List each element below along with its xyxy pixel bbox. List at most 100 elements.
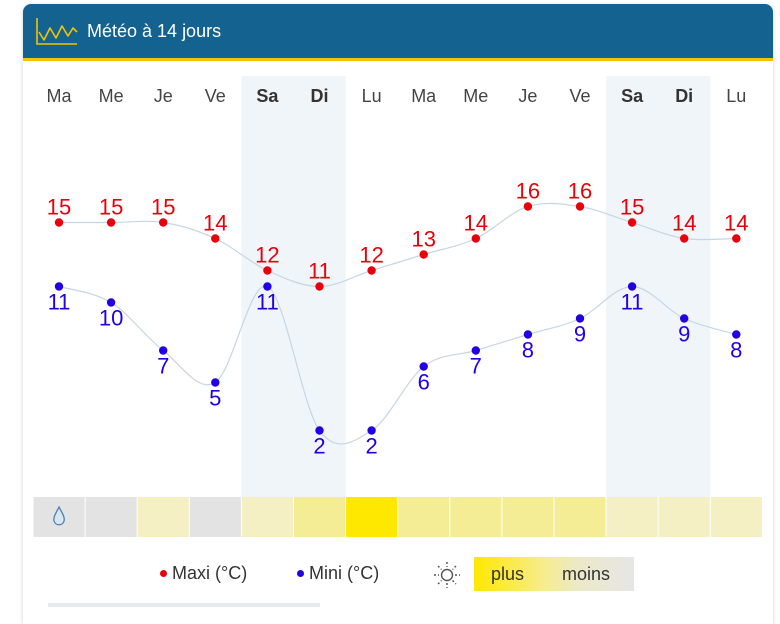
mini-point <box>263 282 272 291</box>
maxi-value-label: 16 <box>516 179 540 204</box>
maxi-value-label: 15 <box>151 195 175 220</box>
maxi-value-label: 15 <box>620 195 644 220</box>
legend-maxi: Maxi (°C) <box>160 563 247 584</box>
day-label: Di <box>675 86 693 106</box>
day-label: Ve <box>569 86 590 106</box>
mini-value-label: 9 <box>678 322 690 347</box>
chart-line-icon <box>36 18 78 45</box>
sunshine-cell <box>85 497 137 537</box>
mini-value-label: 11 <box>256 290 279 315</box>
day-label: Je <box>154 86 173 106</box>
legend: Maxi (°C) Mini (°C) <box>0 556 780 596</box>
sunshine-cell <box>606 497 658 537</box>
mini-dot <box>297 570 304 577</box>
sunshine-cell <box>710 497 762 537</box>
maxi-curve <box>59 202 737 288</box>
maxi-dot <box>160 570 167 577</box>
maxi-value-label: 14 <box>672 211 696 236</box>
day-label: Lu <box>726 86 746 106</box>
maxi-value-label: 15 <box>99 195 123 220</box>
mini-value-label: 7 <box>470 354 482 379</box>
maxi-point <box>680 234 689 243</box>
mini-point <box>732 330 741 339</box>
maxi-point <box>471 234 480 243</box>
sunshine-scale: plus moins <box>474 557 634 591</box>
day-labels: Ma Me Je Ve Sa Di Lu Ma Me Je Ve Sa Di Lu <box>46 86 746 106</box>
sunshine-cell <box>241 497 293 537</box>
maxi-value-label: 15 <box>47 195 71 220</box>
mini-value-label: 11 <box>621 290 644 315</box>
mini-value-label: 2 <box>365 434 377 459</box>
page-title: Météo à 14 jours <box>87 20 222 41</box>
mini-point <box>419 362 428 371</box>
maxi-point <box>575 202 585 211</box>
day-label: Sa <box>621 86 644 106</box>
day-label: Sa <box>256 86 279 106</box>
mini-value-label: 9 <box>574 322 586 347</box>
maxi-point <box>211 234 220 243</box>
scale-plus-label: plus <box>491 564 525 584</box>
mini-point <box>159 346 168 355</box>
mini-point <box>106 298 116 307</box>
day-label: Ma <box>411 86 437 106</box>
mini-point <box>627 282 637 291</box>
maxi-point <box>367 266 376 275</box>
maxi-point <box>732 234 741 243</box>
sunshine-cell <box>658 497 710 537</box>
sunshine-cell <box>189 497 241 537</box>
mini-point <box>471 346 480 355</box>
mini-value-label: 6 <box>418 370 430 395</box>
day-label: Lu <box>362 86 382 106</box>
maxi-value-label: 11 <box>308 259 331 284</box>
sunshine-cell <box>398 497 450 537</box>
mini-value-label: 5 <box>209 386 221 411</box>
sunshine-cell <box>450 497 502 537</box>
points <box>54 202 741 435</box>
sunshine-cell <box>502 497 554 537</box>
drop-icon <box>53 505 65 526</box>
day-label: Me <box>463 86 488 106</box>
mini-point <box>680 314 689 323</box>
header-bar: Météo à 14 jours <box>23 4 773 61</box>
sun-icon <box>434 562 460 588</box>
mini-point <box>315 426 324 435</box>
day-label: Di <box>311 86 329 106</box>
sunshine-cell <box>346 497 398 537</box>
maxi-value-label: 16 <box>568 179 592 204</box>
maxi-point <box>523 202 533 211</box>
mini-point <box>575 314 585 323</box>
mini-value-label: 8 <box>522 338 534 363</box>
maxi-value-label: 12 <box>255 243 279 268</box>
mini-value-label: 2 <box>313 434 325 459</box>
mini-value-label: 8 <box>730 338 742 363</box>
weekend-band <box>658 76 711 497</box>
value-labels: 15 15 15 14 12 11 12 13 14 16 16 15 14 14 11 10 7 5 11 2 2 6 7… <box>47 179 749 459</box>
maxi-point <box>419 250 428 259</box>
temperature-chart: Ma Me Je Ve Sa Di Lu Ma Me Je Ve Sa Di Lu 15 15 1514121… <box>33 76 762 537</box>
mini-point <box>367 426 376 435</box>
mini-value-label: 7 <box>157 354 169 379</box>
legend-maxi-label: Maxi (°C) <box>172 563 248 583</box>
maxi-point <box>627 218 637 227</box>
scale-moins-label: moins <box>562 564 611 584</box>
day-label: Ve <box>205 86 226 106</box>
maxi-point <box>159 218 168 227</box>
maxi-point <box>315 282 324 291</box>
maxi-value-label: 14 <box>464 211 488 236</box>
mini-point <box>211 378 220 387</box>
maxi-point <box>54 218 64 227</box>
sunshine-cell <box>137 497 189 537</box>
sunshine-cell <box>294 497 346 537</box>
sunshine-row <box>33 497 762 537</box>
maxi-point <box>106 218 116 227</box>
maxi-value-label: 13 <box>411 227 435 252</box>
maxi-value-label: 12 <box>359 243 383 268</box>
maxi-value-label: 14 <box>724 211 748 236</box>
mini-point <box>523 330 533 339</box>
maxi-value-label: 14 <box>203 211 227 236</box>
legend-mini-label: Mini (°C) <box>309 563 380 583</box>
day-label: Me <box>99 86 124 106</box>
maxi-point <box>263 266 272 275</box>
day-label: Je <box>518 86 537 106</box>
legend-mini: Mini (°C) <box>297 563 379 584</box>
